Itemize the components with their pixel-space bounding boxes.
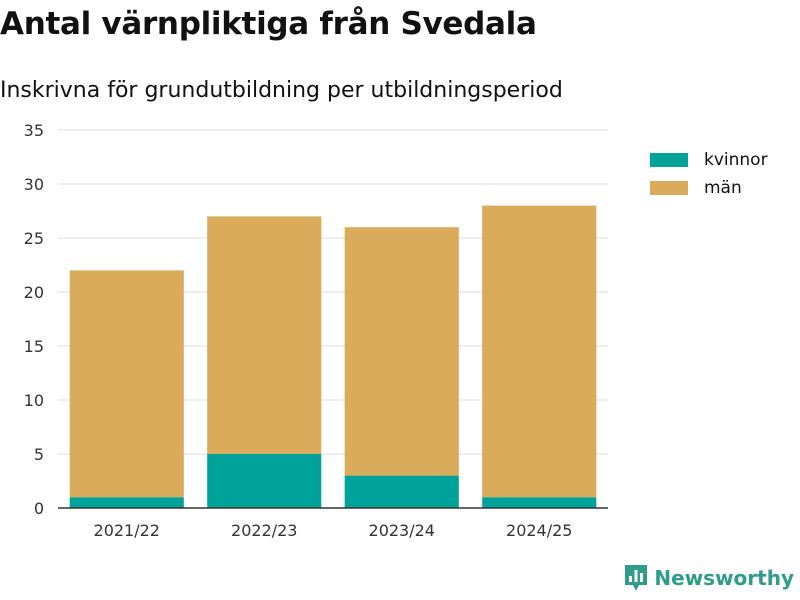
y-tick-label: 5 — [34, 445, 44, 464]
x-tick-label: 2024/25 — [506, 521, 572, 540]
chart-subtitle: Inskrivna för grundutbildning per utbild… — [0, 78, 563, 103]
x-tick-label: 2021/22 — [94, 521, 160, 540]
legend-swatch-kvinnor — [650, 153, 688, 167]
bar-män — [482, 205, 597, 498]
bar-kvinnor — [207, 454, 322, 508]
y-tick-label: 10 — [24, 391, 44, 410]
bar-kvinnor — [344, 475, 459, 508]
x-tick-label: 2023/24 — [369, 521, 435, 540]
y-tick-label: 15 — [24, 337, 44, 356]
newsworthy-logo-icon — [625, 565, 648, 591]
y-tick-label: 30 — [24, 175, 44, 194]
bar-kvinnor — [482, 497, 597, 508]
brand-name: Newsworthy — [654, 566, 794, 590]
bar-män — [344, 227, 459, 476]
bar-män — [207, 216, 322, 454]
legend-swatch-man — [650, 181, 688, 195]
y-tick-label: 25 — [24, 229, 44, 248]
legend-item-kvinnor[interactable]: kvinnor — [650, 146, 768, 174]
bar-män — [69, 270, 184, 498]
chart-title: Antal värnpliktiga från Svedala — [0, 6, 537, 42]
brand[interactable]: Newsworthy — [624, 564, 794, 592]
legend-item-man[interactable]: män — [650, 174, 768, 202]
legend-label-man: män — [704, 178, 742, 198]
legend: kvinnor män — [650, 146, 768, 202]
legend-label-kvinnor: kvinnor — [704, 150, 768, 170]
y-tick-label: 20 — [24, 283, 44, 302]
x-tick-label: 2022/23 — [231, 521, 297, 540]
y-tick-label: 35 — [24, 121, 44, 140]
y-tick-label: 0 — [34, 499, 44, 518]
bar-kvinnor — [69, 497, 184, 508]
